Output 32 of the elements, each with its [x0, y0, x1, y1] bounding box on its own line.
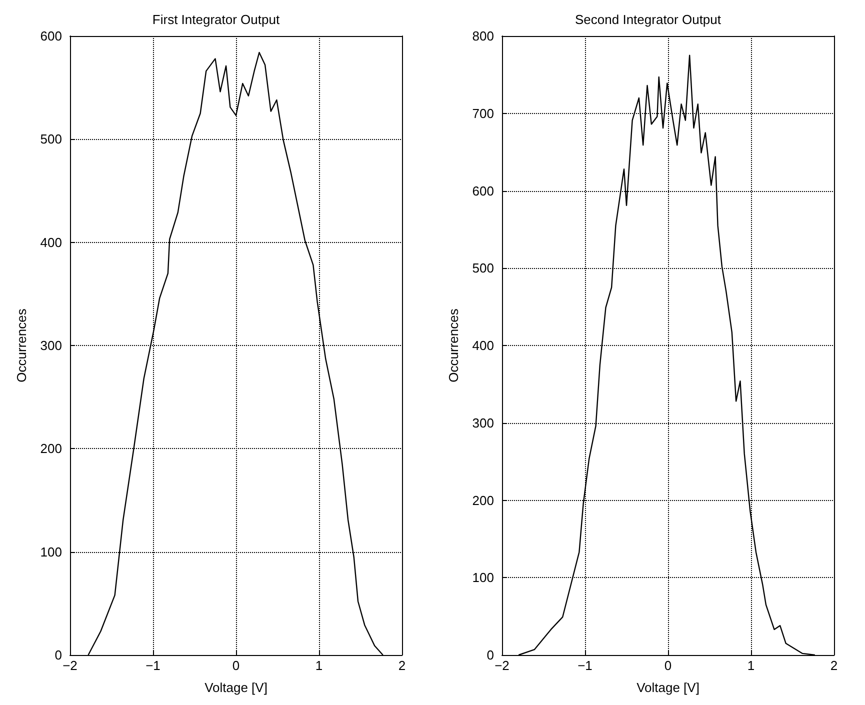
- y-axis-title: Occurrences: [14, 308, 29, 382]
- chart-title: Second Integrator Output: [575, 12, 722, 27]
- x-tick-label: 1: [315, 658, 323, 673]
- y-tick-label: 700: [472, 106, 494, 121]
- x-tick-label: 0: [664, 658, 672, 673]
- x-tick-label: 1: [747, 658, 755, 673]
- x-tick-label: 2: [398, 658, 406, 673]
- y-tick-label: 400: [472, 338, 494, 353]
- y-tick-label: 100: [472, 570, 494, 586]
- y-tick-label: 400: [40, 234, 62, 250]
- y-tick-label: 500: [40, 132, 62, 147]
- chart-title: First Integrator Output: [152, 12, 280, 27]
- x-tick-label: −1: [578, 658, 592, 673]
- x-axis-title: Voltage [V]: [636, 680, 700, 695]
- y-tick-label: 300: [40, 338, 62, 353]
- y-axis-title: Occurrences: [446, 308, 461, 382]
- y-tick-label: 800: [472, 28, 494, 44]
- x-axis-title: Voltage [V]: [204, 680, 268, 695]
- y-tick-label: 600: [40, 28, 62, 44]
- y-tick-label: 300: [472, 415, 494, 430]
- y-tick-label: 500: [472, 260, 494, 276]
- y-tick-label: 200: [40, 441, 62, 456]
- y-tick-label: 200: [472, 492, 494, 508]
- x-tick-label: 0: [232, 658, 240, 673]
- y-tick-label: 0: [54, 648, 62, 662]
- y-tick-label: 600: [472, 183, 494, 198]
- y-tick-label: 100: [40, 544, 62, 560]
- x-tick-label: −2: [62, 658, 78, 673]
- x-tick-label: −1: [146, 658, 160, 673]
- x-tick-label: −2: [494, 658, 510, 673]
- y-tick-label: 0: [486, 648, 494, 662]
- x-tick-label: 2: [830, 658, 838, 673]
